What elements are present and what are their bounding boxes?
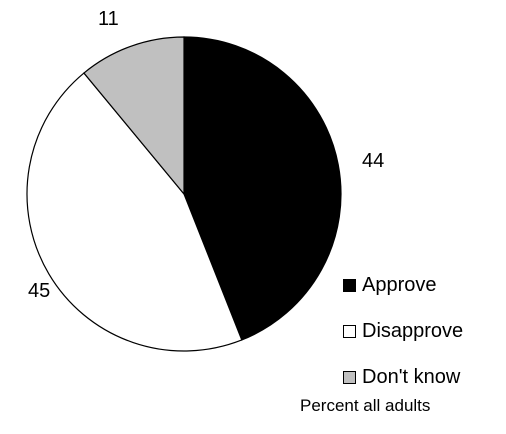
pie-slice-disapprove xyxy=(26,72,243,352)
legend-label-dont-know: Don't know xyxy=(362,365,461,388)
pie-slice-approve xyxy=(183,36,342,341)
legend-swatch-dont-know xyxy=(343,370,356,384)
legend: Approve Disapprove Don't know xyxy=(343,262,463,400)
legend-label-approve: Approve xyxy=(362,273,437,296)
pie-value-labels: 44 45 11 xyxy=(28,8,384,302)
pie-slices xyxy=(26,36,342,352)
legend-item-disapprove: Disapprove xyxy=(343,308,463,354)
legend-swatch-approve xyxy=(343,278,356,292)
pie-slice-dont-know xyxy=(83,36,185,196)
legend-swatch-disapprove xyxy=(343,324,356,338)
chart-caption: Percent all adults xyxy=(300,396,431,415)
value-label-approve: 44 xyxy=(362,150,384,172)
legend-item-dont-know: Don't know xyxy=(343,354,463,400)
value-label-disapprove: 45 xyxy=(28,280,50,302)
value-label-dont-know: 11 xyxy=(98,8,119,30)
legend-item-approve: Approve xyxy=(343,262,463,308)
legend-label-disapprove: Disapprove xyxy=(362,319,464,342)
